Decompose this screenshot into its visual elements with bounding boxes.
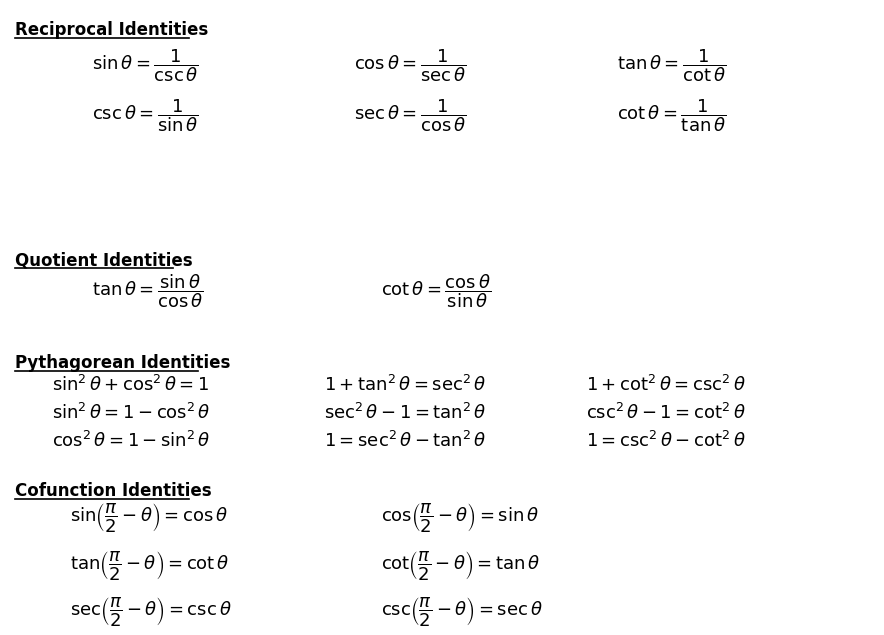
Text: $\tan\theta = \dfrac{1}{\cot\theta}$: $\tan\theta = \dfrac{1}{\cot\theta}$ [617,48,727,84]
Text: $\cos\!\left(\dfrac{\pi}{2} - \theta\right) = \sin\theta$: $\cos\!\left(\dfrac{\pi}{2} - \theta\rig… [381,502,539,535]
Text: $1 + \tan^2\theta = \sec^2\theta$: $1 + \tan^2\theta = \sec^2\theta$ [324,375,486,395]
Text: $\sec\theta = \dfrac{1}{\cos\theta}$: $\sec\theta = \dfrac{1}{\cos\theta}$ [354,97,467,134]
Text: $\csc\theta = \dfrac{1}{\sin\theta}$: $\csc\theta = \dfrac{1}{\sin\theta}$ [92,97,199,134]
Text: $\sin^2\theta = 1 - \cos^2\theta$: $\sin^2\theta = 1 - \cos^2\theta$ [52,403,211,423]
Text: Pythagorean Identities: Pythagorean Identities [15,354,230,372]
Text: $\sec^2\theta - 1 = \tan^2\theta$: $\sec^2\theta - 1 = \tan^2\theta$ [324,403,486,423]
Text: $\sin\theta = \dfrac{1}{\csc\theta}$: $\sin\theta = \dfrac{1}{\csc\theta}$ [92,48,199,84]
Text: $\cot\theta = \dfrac{1}{\tan\theta}$: $\cot\theta = \dfrac{1}{\tan\theta}$ [617,97,727,134]
Text: Cofunction Identities: Cofunction Identities [15,482,211,500]
Text: Quotient Identities: Quotient Identities [15,251,193,270]
Text: $1 + \cot^2\theta = \csc^2\theta$: $1 + \cot^2\theta = \csc^2\theta$ [586,375,746,395]
Text: Reciprocal Identities: Reciprocal Identities [15,22,208,39]
Text: $\cot\theta = \dfrac{\cos\theta}{\sin\theta}$: $\cot\theta = \dfrac{\cos\theta}{\sin\th… [381,272,491,310]
Text: $\csc^2\theta - 1 = \cot^2\theta$: $\csc^2\theta - 1 = \cot^2\theta$ [586,403,746,423]
Text: $1 = \csc^2\theta - \cot^2\theta$: $1 = \csc^2\theta - \cot^2\theta$ [586,431,746,451]
Text: $\sin\!\left(\dfrac{\pi}{2} - \theta\right) = \cos\theta$: $\sin\!\left(\dfrac{\pi}{2} - \theta\rig… [70,502,228,535]
Text: $\cos\theta = \dfrac{1}{\sec\theta}$: $\cos\theta = \dfrac{1}{\sec\theta}$ [354,48,467,84]
Text: $\sin^2\theta + \cos^2\theta = 1$: $\sin^2\theta + \cos^2\theta = 1$ [52,375,210,395]
Text: $\tan\theta = \dfrac{\sin\theta}{\cos\theta}$: $\tan\theta = \dfrac{\sin\theta}{\cos\th… [92,272,203,310]
Text: $\cos^2\theta = 1 - \sin^2\theta$: $\cos^2\theta = 1 - \sin^2\theta$ [52,431,211,451]
Text: $1 = \sec^2\theta - \tan^2\theta$: $1 = \sec^2\theta - \tan^2\theta$ [324,431,486,451]
Text: $\tan\!\left(\dfrac{\pi}{2} - \theta\right) = \cot\theta$: $\tan\!\left(\dfrac{\pi}{2} - \theta\rig… [70,549,230,582]
Text: $\sec\!\left(\dfrac{\pi}{2} - \theta\right) = \csc\theta$: $\sec\!\left(\dfrac{\pi}{2} - \theta\rig… [70,596,232,629]
Text: $\cot\!\left(\dfrac{\pi}{2} - \theta\right) = \tan\theta$: $\cot\!\left(\dfrac{\pi}{2} - \theta\rig… [381,549,540,582]
Text: $\csc\!\left(\dfrac{\pi}{2} - \theta\right) = \sec\theta$: $\csc\!\left(\dfrac{\pi}{2} - \theta\rig… [381,596,543,629]
